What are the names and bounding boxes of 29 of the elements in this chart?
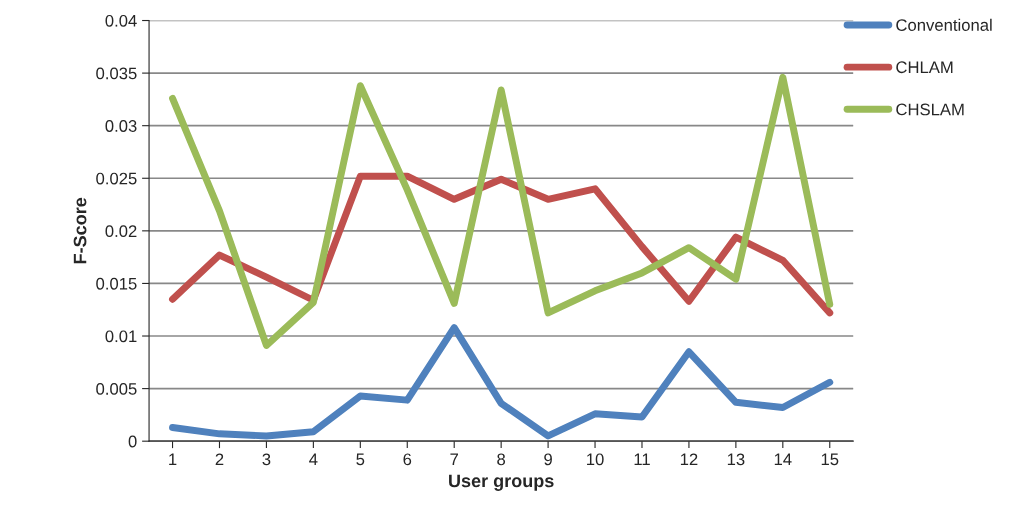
x-tick-label: 8 bbox=[497, 453, 506, 466]
legend-label: CHLAM bbox=[896, 61, 953, 74]
y-tick-label: 0.04 bbox=[105, 14, 137, 27]
x-tick-label: 6 bbox=[403, 453, 412, 466]
x-tick-label: 4 bbox=[309, 453, 318, 466]
y-tick-label: 0.005 bbox=[96, 383, 137, 395]
legend-label: Conventional bbox=[896, 18, 992, 31]
y-tick-label: 0.035 bbox=[96, 67, 137, 80]
y-tick-label: 0.01 bbox=[105, 330, 137, 343]
x-tick-label: 2 bbox=[215, 453, 224, 466]
x-axis-title: User groups bbox=[449, 474, 554, 491]
x-tick-label: 11 bbox=[634, 453, 650, 466]
x-tick-label: 7 bbox=[450, 453, 458, 466]
y-tick-label: 0.02 bbox=[105, 225, 137, 238]
x-tick-label: 15 bbox=[821, 453, 839, 466]
legend-label: CHSLAM bbox=[896, 103, 964, 116]
y-tick-label: 0.03 bbox=[105, 120, 137, 132]
x-tick-label: 1 bbox=[169, 453, 177, 466]
x-tick-label: 12 bbox=[680, 453, 698, 466]
x-tick-label: 5 bbox=[356, 453, 365, 466]
x-tick-label: 10 bbox=[587, 453, 604, 466]
y-axis-title: F-Score bbox=[73, 197, 87, 264]
x-tick-label: 9 bbox=[544, 453, 552, 466]
x-tick-label: 13 bbox=[727, 453, 745, 466]
y-tick-label: 0.025 bbox=[96, 172, 137, 185]
y-tick-label: 0 bbox=[128, 435, 137, 448]
x-tick-label: 3 bbox=[262, 453, 271, 466]
y-tick-label: 0.015 bbox=[96, 277, 137, 290]
x-tick-label: 14 bbox=[774, 453, 792, 466]
